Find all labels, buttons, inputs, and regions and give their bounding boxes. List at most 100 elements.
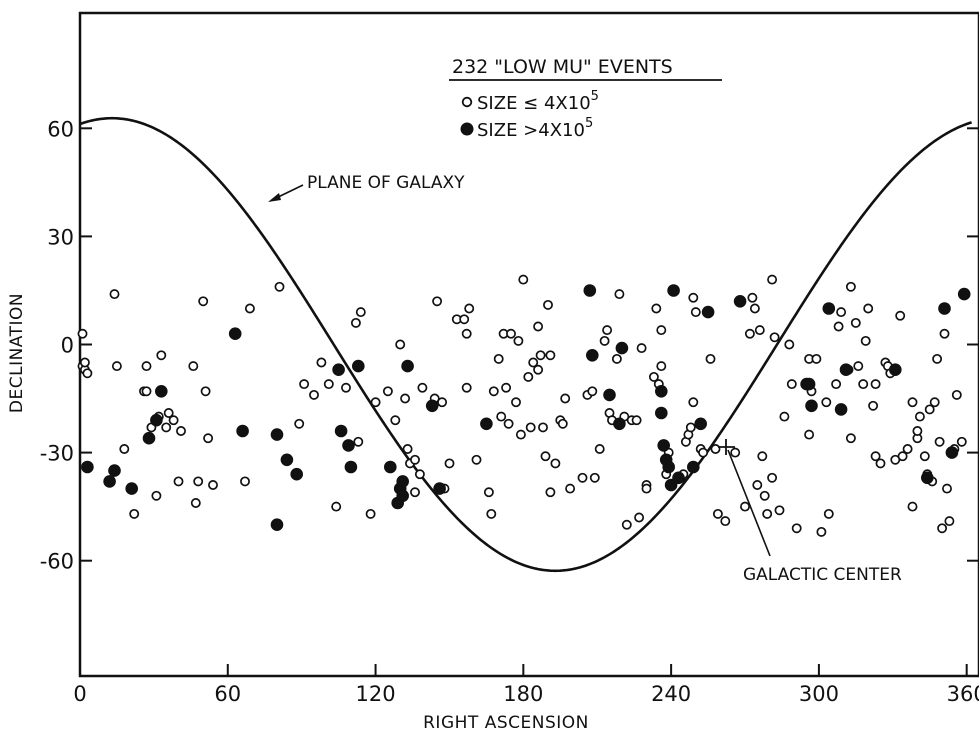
legend: 232 "LOW MU" EVENTS SIZE ≤ 4X105 SIZE >4… — [449, 56, 722, 141]
data-point-large-size — [384, 460, 397, 474]
legend-label-large-text: SIZE >4X10 — [477, 120, 585, 141]
data-point-small-size — [749, 303, 760, 314]
data-point-small-size — [141, 386, 152, 397]
data-point-large-size — [228, 327, 242, 341]
data-point-large-size — [889, 363, 902, 377]
data-point-large-size — [839, 363, 853, 377]
data-point-small-size — [641, 483, 652, 494]
data-point-large-size — [733, 295, 747, 308]
data-point-small-size — [538, 422, 548, 433]
legend-filled-marker — [460, 122, 474, 136]
data-point-small-size — [200, 386, 211, 397]
data-point-small-size — [845, 433, 856, 444]
data-point-small-size — [208, 480, 218, 490]
data-point-large-size — [657, 439, 671, 452]
data-point-small-size — [168, 415, 179, 426]
data-point-small-size — [599, 335, 610, 346]
data-point-small-size — [299, 379, 310, 390]
x-tick-label: 300 — [799, 682, 839, 706]
data-point-small-size — [432, 296, 443, 307]
data-point-large-size — [332, 363, 345, 377]
data-point-small-size — [341, 382, 351, 393]
data-point-small-size — [486, 508, 497, 519]
legend-label-large-exponent: 5 — [585, 116, 593, 131]
data-point-small-size — [82, 368, 93, 379]
x-tick-label: 360 — [947, 682, 979, 706]
data-point-small-size — [786, 379, 797, 390]
data-point-small-size — [316, 357, 327, 368]
data-point-large-size — [290, 467, 304, 481]
data-point-small-size — [501, 382, 512, 393]
data-point-small-size — [156, 350, 167, 361]
data-point-small-size — [545, 350, 556, 361]
data-point-small-size — [688, 397, 699, 408]
galactic-center-label: GALACTIC CENTER — [743, 565, 902, 585]
data-point-small-size — [833, 321, 844, 332]
data-point-small-size — [690, 307, 701, 318]
data-point-small-size — [577, 472, 588, 483]
data-point-small-size — [929, 397, 940, 408]
data-point-small-size — [791, 523, 802, 534]
data-point-small-size — [525, 422, 536, 433]
data-point-small-size — [119, 444, 130, 454]
data-point-small-size — [193, 476, 204, 487]
data-point-large-size — [236, 424, 249, 438]
data-point-small-size — [870, 379, 881, 390]
data-point-small-size — [656, 361, 667, 372]
y-tick-label: 60 — [47, 117, 74, 141]
data-point-small-size — [513, 335, 524, 346]
data-point-small-size — [471, 454, 482, 465]
data-point-small-size — [161, 422, 172, 433]
data-point-small-size — [410, 487, 420, 498]
data-point-small-size — [769, 332, 780, 343]
data-point-small-size — [845, 281, 856, 292]
data-point-small-size — [816, 526, 827, 537]
data-point-large-size — [270, 518, 284, 532]
data-point-small-size — [353, 436, 364, 447]
annotation-plane-of-galaxy: PLANE OF GALAXY — [268, 173, 465, 202]
data-point-large-size — [586, 349, 599, 362]
legend-label-small: SIZE ≤ 4X105 — [477, 89, 599, 114]
x-tick-label: 120 — [356, 682, 396, 706]
data-point-small-size — [294, 418, 305, 429]
data-point-small-size — [151, 490, 162, 501]
data-point-small-size — [417, 382, 428, 393]
data-point-large-size — [945, 446, 959, 459]
data-point-small-size — [503, 418, 514, 429]
data-point-small-size — [730, 447, 741, 458]
data-point-small-size — [614, 289, 625, 300]
data-point-small-size — [740, 501, 750, 512]
data-point-small-size — [611, 353, 622, 364]
data-point-small-size — [698, 447, 709, 458]
data-point-small-size — [400, 393, 411, 404]
data-point-small-size — [244, 303, 255, 314]
data-point-large-size — [672, 471, 685, 485]
plane-of-galaxy-label: PLANE OF GALAXY — [307, 173, 465, 193]
data-point-small-size — [402, 444, 413, 454]
y-tick-label: 30 — [47, 225, 74, 249]
data-point-small-size — [712, 508, 723, 519]
data-point-large-size — [822, 302, 836, 315]
data-point-large-size — [834, 403, 848, 416]
data-point-small-size — [533, 321, 544, 332]
data-point-large-size — [334, 424, 348, 438]
data-point-small-size — [506, 328, 516, 339]
y-axis-title: DECLINATION — [7, 293, 27, 413]
data-point-small-size — [79, 357, 90, 368]
data-point-small-size — [831, 379, 842, 390]
galactic-plane-curve — [79, 116, 973, 573]
data-point-small-size — [176, 426, 186, 436]
data-point-small-size — [437, 397, 448, 408]
data-point-large-size — [938, 302, 951, 315]
data-point-small-size — [540, 451, 551, 462]
data-point-small-size — [823, 508, 834, 519]
data-point-large-size — [667, 284, 680, 297]
data-point-small-size — [188, 361, 199, 372]
data-point-large-size — [694, 417, 708, 431]
data-point-small-size — [395, 339, 406, 350]
data-point-large-size — [270, 428, 284, 441]
data-point-large-size — [142, 431, 156, 445]
data-point-small-size — [459, 314, 470, 325]
data-point-large-size — [655, 406, 668, 420]
data-point-small-size — [875, 458, 886, 469]
